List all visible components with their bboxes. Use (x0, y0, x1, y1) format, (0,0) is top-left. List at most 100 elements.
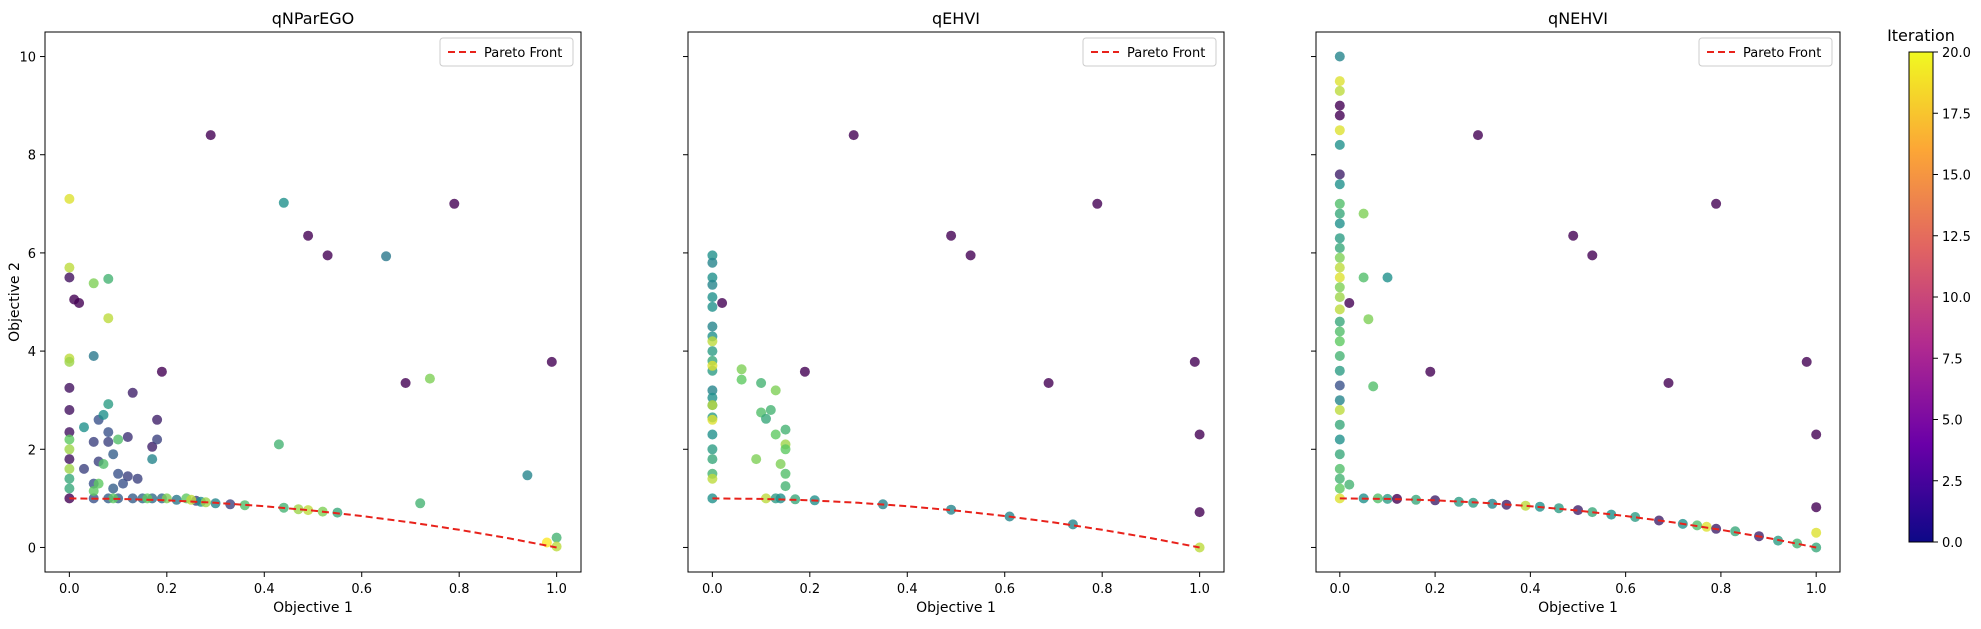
x-tick-label: 0.2 (1425, 582, 1446, 597)
data-point (113, 434, 124, 445)
data-point (98, 459, 109, 469)
colorbar-tick-label: 15.0 (1942, 169, 1971, 184)
subplot-title: qNEHVI (1548, 9, 1608, 28)
data-point (1334, 252, 1345, 263)
data-point (142, 493, 153, 504)
x-tick-label: 1.0 (1189, 582, 1210, 597)
data-point (1587, 507, 1598, 518)
data-point (1334, 243, 1345, 253)
data-point (1663, 378, 1674, 388)
data-point (707, 454, 718, 465)
data-point (546, 356, 557, 367)
data-point (1568, 230, 1579, 241)
x-tick-label: 1.0 (546, 582, 567, 597)
colorbar-tick-label: 10.0 (1942, 291, 1971, 306)
data-point (64, 434, 75, 445)
data-point (707, 473, 718, 484)
data-point (113, 468, 124, 479)
x-tick-label: 0.8 (1711, 582, 1732, 597)
data-point (770, 385, 781, 396)
data-point (946, 230, 957, 241)
data-point (1344, 479, 1355, 490)
colorbar-tick-label: 17.5 (1942, 107, 1971, 122)
data-point (64, 193, 75, 204)
data-point (1334, 483, 1345, 494)
colorbar-title: Iteration (1887, 26, 1955, 45)
data-point (1334, 336, 1345, 347)
colorbar-tick-label: 0.0 (1942, 536, 1963, 551)
data-point (64, 427, 75, 438)
data-point (775, 459, 786, 469)
data-point (88, 278, 99, 289)
data-point (551, 532, 562, 543)
x-tick-label: 1.0 (1806, 582, 1827, 597)
data-point (122, 471, 133, 482)
legend-box (1082, 37, 1217, 67)
legend: Pareto Front (1698, 37, 1833, 67)
data-point (1334, 292, 1345, 303)
data-point (1334, 198, 1345, 209)
x-tick-label: 0.0 (702, 582, 723, 597)
data-point (1194, 507, 1205, 518)
y-tick-label: 2 (28, 443, 36, 458)
data-point (64, 483, 75, 494)
data-point (273, 439, 284, 450)
colorbar-gradient (1908, 51, 1934, 543)
data-point (400, 378, 411, 388)
data-point (278, 197, 289, 208)
data-point (707, 346, 718, 357)
data-point (1334, 304, 1345, 315)
data-point (775, 493, 786, 504)
y-tick-label: 10 (19, 51, 36, 66)
data-point (127, 387, 138, 398)
data-point (147, 441, 158, 452)
x-tick-label: 0.6 (351, 582, 372, 597)
data-point (103, 399, 114, 410)
data-point (761, 493, 771, 504)
data-point (707, 400, 718, 411)
data-point (736, 374, 747, 385)
data-point (707, 257, 718, 268)
y-axis-label: Objective 2 (7, 262, 23, 342)
data-point (79, 463, 89, 474)
data-point (707, 385, 718, 396)
data-point (1334, 208, 1345, 219)
data-point (1334, 351, 1345, 361)
x-tick-label: 0.4 (254, 582, 275, 597)
data-point (1334, 419, 1345, 430)
data-point (1573, 505, 1583, 516)
x-axis-label: Objective 1 (916, 600, 996, 616)
data-point (1811, 502, 1822, 513)
data-point (1334, 365, 1345, 376)
subplot-2: 0.0 0.2 0.4 0.6 0.8 1.0 qEHVI Objective 1 Pareto… (683, 9, 1225, 616)
data-point (756, 378, 767, 388)
data-point (1344, 298, 1355, 308)
data-point (1334, 179, 1345, 190)
x-tick-label: 0.6 (994, 582, 1015, 597)
data-point (1334, 405, 1345, 415)
data-point (1092, 198, 1103, 209)
data-point (707, 414, 718, 425)
x-tick-label: 0.4 (897, 582, 918, 597)
legend: Pareto Front (1082, 37, 1217, 67)
colorbar-tick-label: 20.0 (1942, 46, 1971, 61)
data-point (64, 272, 75, 283)
data-point (98, 409, 109, 420)
data-point (1334, 169, 1345, 180)
data-point (1334, 473, 1345, 484)
data-point (1334, 262, 1345, 273)
data-point (108, 449, 119, 460)
data-point (770, 429, 781, 440)
data-point (1043, 378, 1054, 388)
data-point (1411, 494, 1421, 505)
data-point (1363, 314, 1374, 325)
data-point (1067, 519, 1078, 530)
data-point (1334, 139, 1345, 150)
data-point (1368, 381, 1379, 392)
data-point (64, 454, 75, 465)
legend-label: Pareto Front (1743, 46, 1821, 61)
legend-box (439, 37, 574, 67)
data-point (1630, 512, 1641, 522)
